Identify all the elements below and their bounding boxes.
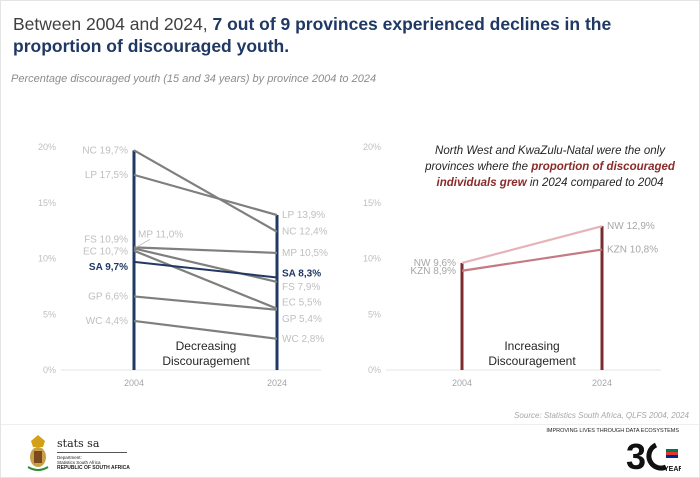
series-line-NW (461, 225, 603, 265)
x-tick-label: 2004 (124, 378, 144, 388)
y-tick-label: 15% (38, 198, 56, 208)
data-label-2004: WC 4,4% (86, 316, 128, 327)
chart-subtitle: Percentage discouraged youth (15 and 34 … (11, 73, 377, 85)
series-line-FS (133, 247, 278, 283)
y-tick-label: 15% (363, 198, 381, 208)
y-tick-label: 10% (38, 254, 56, 264)
charts: 0% 5% 10% 15% 20% 2004 2024 NC 19,7% NC 12,4% LP … (38, 142, 661, 388)
data-label-2024: NC 12,4% (282, 227, 328, 238)
series-line-WC (133, 319, 278, 340)
data-label-2024: MP 10,5% (282, 248, 328, 259)
y-tick-label: 20% (363, 142, 381, 152)
stats-sa-logo-text: stats sa Department: Statistics South Af… (57, 437, 130, 471)
footer-divider (1, 424, 699, 425)
note-post: in 2024 compared to 2004 (526, 177, 664, 189)
y-tick-label: 0% (43, 365, 56, 375)
dept-name: Statistics South Africa (57, 460, 101, 465)
y-tick-label: 5% (368, 309, 381, 319)
data-label-2024: GP 5,4% (282, 314, 322, 325)
annotation-line-2: Discouragement (162, 354, 250, 368)
series-line-LP (133, 173, 278, 217)
data-label-2024: NW 12,9% (607, 221, 655, 232)
republic-label: REPUBLIC OF SOUTH AFRICA (57, 465, 130, 471)
note-pre: North West and KwaZulu-Natal were the on… (425, 145, 665, 173)
page-title: Between 2004 and 2024, 7 out of 9 provin… (13, 13, 693, 57)
data-label-2024: LP 13,9% (282, 210, 325, 221)
title-bold: 7 out of 9 provinces experienced decline… (13, 14, 612, 56)
series-line-EC (133, 249, 278, 310)
data-label-2004: FS 10,9% (84, 234, 128, 245)
title-plain: Between 2004 and 2024, (13, 14, 213, 34)
data-label-2004: KZN 8,9% (410, 266, 456, 277)
svg-text:3: 3 (626, 437, 646, 477)
brand-name: stats sa (57, 437, 127, 453)
data-label-2004: NW 9,6% (414, 258, 456, 269)
x-tick-label: 2024 (267, 378, 287, 388)
annotation-line-2: Discouragement (488, 354, 576, 368)
x-tick-label: 2024 (592, 378, 612, 388)
series-line-NC (133, 149, 278, 233)
series-line-GP (133, 295, 278, 311)
note-bold: proportion of discouraged individuals gr… (436, 161, 675, 189)
30-years-freedom-logo: 3 YEARS (626, 437, 681, 477)
coat-of-arms-logo (27, 435, 49, 471)
series-line-SA (133, 260, 278, 279)
x-tick-label: 2004 (452, 378, 472, 388)
tagline: IMPROVING LIVES THROUGH DATA ECOSYSTEMS (546, 428, 679, 434)
data-label-2004: LP 17,5% (85, 170, 128, 181)
data-label-2024: KZN 10,8% (607, 245, 658, 256)
y-tick-label: 0% (368, 365, 381, 375)
series-line-KZN (461, 248, 603, 272)
increase-note: North West and KwaZulu-Natal were the on… (419, 143, 681, 191)
annotation-line-1: Increasing (504, 339, 559, 353)
svg-text:YEARS: YEARS (664, 466, 681, 473)
annotation-line-1: Decreasing (176, 339, 237, 353)
data-label-2024: SA 8,3% (282, 268, 321, 279)
data-label-2004: NC 19,7% (82, 145, 128, 156)
series-line-MP (133, 246, 278, 255)
data-label-2024: WC 2,8% (282, 334, 324, 345)
data-label-2004: EC 10,7% (83, 247, 128, 258)
source-note: Source: Statistics South Africa, QLFS 20… (514, 411, 689, 420)
label-leader-MP (135, 239, 151, 248)
data-label-2004: SA 9,7% (89, 262, 128, 273)
dept-label: Department: (57, 455, 82, 460)
data-label-2004: MP 11,0% (138, 229, 183, 240)
y-tick-label: 10% (363, 254, 381, 264)
data-label-2024: FS 7,9% (282, 282, 320, 293)
data-label-2024: EC 5,5% (282, 298, 322, 309)
data-label-2004: GP 6,6% (88, 291, 128, 302)
y-tick-label: 20% (38, 142, 56, 152)
y-tick-label: 5% (43, 309, 56, 319)
